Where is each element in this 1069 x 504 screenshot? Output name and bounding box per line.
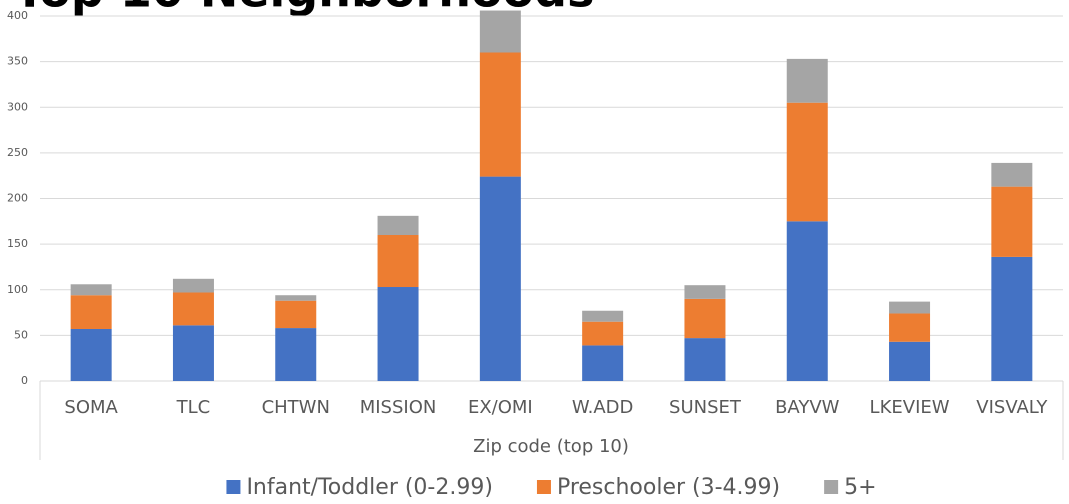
bar-segment (991, 186, 1033, 257)
bar-segment (582, 345, 624, 381)
bar-segment (70, 295, 112, 329)
bar-segment (991, 162, 1033, 187)
bar-segment (991, 256, 1033, 381)
y-tick-label: 100 (7, 283, 28, 296)
x-tick-label: EX/OMI (468, 397, 533, 418)
legend-swatch (824, 480, 839, 494)
y-tick-label: 0 (21, 374, 28, 387)
bar-segment (786, 221, 828, 381)
bar-segment (786, 58, 828, 103)
bar-segment (889, 341, 931, 381)
x-axis-title: Zip code (top 10) (473, 436, 629, 457)
legend-swatch (536, 480, 551, 494)
x-tick-label: CHTWN (262, 397, 330, 418)
bar-segment (889, 301, 931, 314)
y-tick-label: 200 (7, 192, 28, 205)
bar-segment (377, 215, 419, 235)
legend-label: Infant/Toddler (0-2.99) (246, 475, 493, 500)
x-tick-label: LKEVIEW (870, 397, 950, 418)
bar-segment (582, 321, 624, 346)
bar-segment (479, 176, 521, 381)
y-tick-label: 350 (7, 55, 28, 68)
bar-segment (479, 52, 521, 177)
y-tick-label: 400 (7, 9, 28, 22)
bar-segment (172, 325, 214, 381)
bar-segment (172, 292, 214, 326)
bar-segment (684, 338, 726, 381)
bar-segment (70, 328, 112, 381)
bar-segment (479, 10, 521, 53)
x-tick-label: VISVALY (976, 397, 1048, 418)
bar-segment (377, 287, 419, 381)
x-tick-label: SOMA (64, 397, 118, 418)
bar-segment (172, 278, 214, 293)
chart-title: Top 10 Neighborhoods (14, 0, 594, 18)
bar-segment (275, 295, 317, 301)
x-tick-label: BAYVW (775, 397, 840, 418)
x-tick-label: MISSION (360, 397, 437, 418)
bar-segment (582, 310, 624, 322)
x-tick-label: TLC (176, 397, 211, 418)
bar-segment (275, 300, 317, 329)
y-tick-label: 250 (7, 146, 28, 159)
bar-segment (70, 284, 112, 296)
legend-label: Preschooler (3-4.99) (557, 475, 780, 500)
y-tick-label: 150 (7, 237, 28, 250)
y-tick-label: 300 (7, 100, 28, 113)
bar-segment (889, 313, 931, 342)
x-tick-label: SUNSET (669, 397, 742, 418)
bar-segment (786, 102, 828, 222)
bar-segment (684, 285, 726, 299)
bar-segment (275, 328, 317, 381)
bar-segment (377, 235, 419, 288)
legend-swatch (226, 480, 241, 494)
legend-label: 5+ (844, 475, 876, 500)
y-tick-label: 50 (14, 328, 28, 341)
bar-segment (684, 298, 726, 339)
x-tick-label: W.ADD (572, 397, 634, 418)
